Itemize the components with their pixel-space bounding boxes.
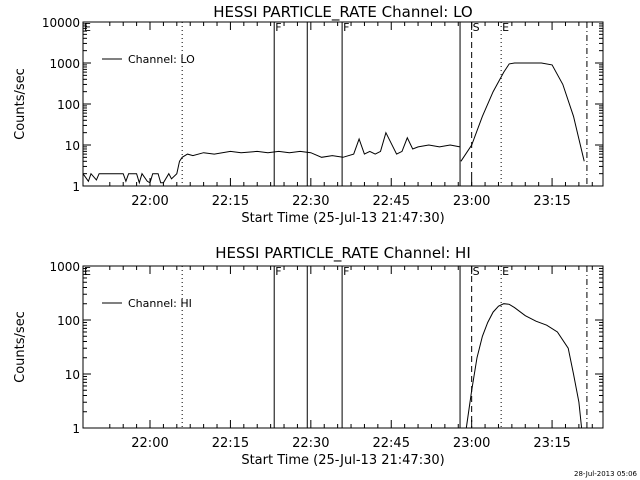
chart-2-x-tick-label: 23:15 <box>533 436 570 451</box>
chart-1-y-tick-label: 1 <box>72 180 80 194</box>
chart-1-x-tick-label: 22:00 <box>131 194 168 209</box>
chart-1-y-tick-label: 1000 <box>49 57 80 71</box>
chart-1-y-axis-label: Counts/sec <box>13 68 28 140</box>
chart-2-legend-label: Channel: HI <box>128 297 192 310</box>
chart-1-event-marker-label: E <box>84 21 91 34</box>
chart-1-event-marker-label: E <box>502 21 509 34</box>
chart-1-series-line <box>460 62 585 162</box>
chart-1-y-tick-label: 10 <box>65 139 80 153</box>
chart-2-y-tick-label: 10 <box>65 368 80 382</box>
chart-1-y-tick-label: 100 <box>57 98 80 112</box>
chart-2-event-marker-label: S <box>473 265 480 278</box>
chart-1-event-marker-label: S <box>473 21 480 34</box>
chart-2-x-tick-label: 23:00 <box>453 436 490 451</box>
chart-2-y-axis-label: Counts/sec <box>13 311 28 383</box>
chart-2-x-tick-label: 22:00 <box>131 436 168 451</box>
chart-2-series-line <box>465 303 583 429</box>
chart-2-title: HESSI PARTICLE_RATE Channel: HI <box>215 244 471 263</box>
chart-2-y-tick-label: 1000 <box>49 260 80 274</box>
chart-2-y-tick-label: 1 <box>72 422 80 436</box>
chart-2-event-marker-label: F <box>343 265 349 278</box>
chart-1-event-marker-label: F <box>275 21 281 34</box>
chart-2-x-tick-label: 22:45 <box>373 436 410 451</box>
footer-timestamp: 28-Jul-2013 05:06 <box>574 470 638 478</box>
chart-1-title: HESSI PARTICLE_RATE Channel: LO <box>213 3 472 22</box>
chart-2-event-marker-label: E <box>84 265 91 278</box>
chart-1-x-tick-label: 22:45 <box>373 194 410 209</box>
chart-1-x-tick-label: 23:00 <box>453 194 490 209</box>
chart-2-x-tick-label: 22:30 <box>292 436 329 451</box>
chart-2-x-axis-label: Start Time (25-Jul-13 21:47:30) <box>241 453 444 468</box>
chart-1-x-tick-label: 22:30 <box>292 194 329 209</box>
chart-2-y-tick-label: 100 <box>57 314 80 328</box>
chart-2-event-marker-label: E <box>502 265 509 278</box>
chart-1-event-marker-label: F <box>343 21 349 34</box>
chart-1-series-line <box>82 131 461 185</box>
chart-2-x-tick-label: 22:15 <box>212 436 249 451</box>
chart-1-plot-frame <box>82 21 604 187</box>
chart-2-event-marker-label: F <box>275 265 281 278</box>
chart-1-x-tick-label: 22:15 <box>212 194 249 209</box>
chart-2-plot-frame <box>82 265 604 429</box>
chart-1-x-tick-label: 23:15 <box>533 194 570 209</box>
chart-1-legend-label: Channel: LO <box>128 53 195 66</box>
chart-1-y-tick-label: 10000 <box>42 16 80 30</box>
chart-1-x-axis-label: Start Time (25-Jul-13 21:47:30) <box>241 211 444 226</box>
